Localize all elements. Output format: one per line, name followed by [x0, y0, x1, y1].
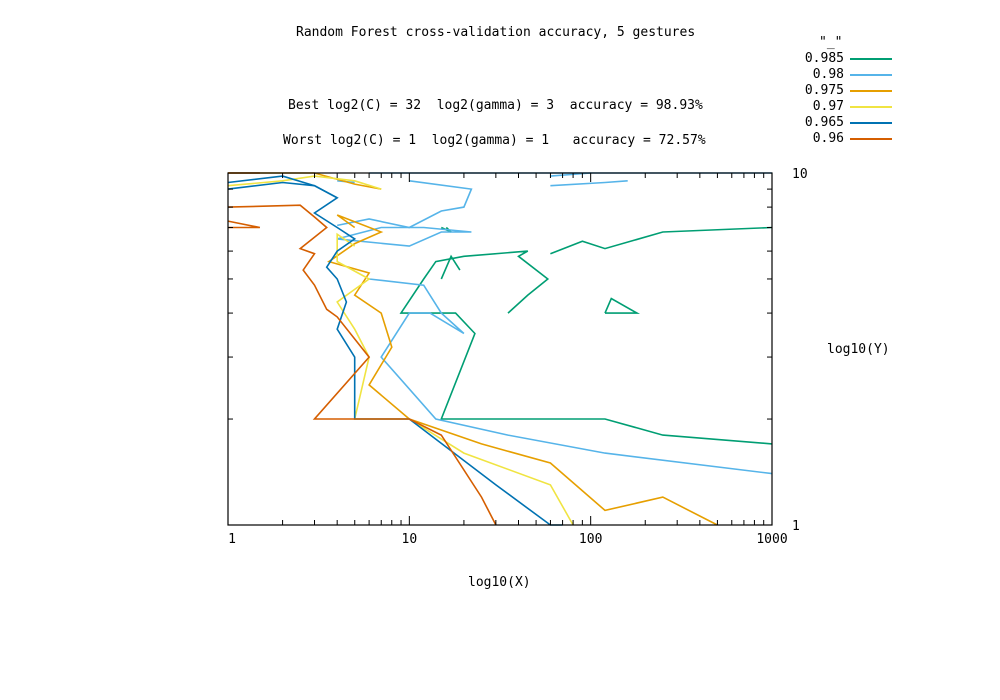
contour-line-0-985-3	[440, 254, 461, 280]
legend-swatch	[850, 106, 892, 108]
contour-line-0-97-1	[336, 232, 574, 526]
x-tick-label: 10	[402, 532, 418, 547]
contour-line-0-98-3	[337, 180, 473, 229]
contour-line-0-98-4	[369, 278, 773, 475]
contour-line-0-965-1	[227, 181, 563, 526]
contour-line-0-98-5	[550, 181, 606, 187]
legend-swatch	[850, 74, 892, 76]
x-tick-label: 100	[579, 532, 602, 547]
x-tick-label: 1	[228, 532, 236, 547]
worst-annotation: Worst log2(C) = 1 log2(gamma) = 1 accura…	[283, 133, 706, 148]
legend-entry: 0.98	[790, 67, 900, 83]
best-annotation: Best log2(C) = 32 log2(gamma) = 3 accura…	[288, 98, 703, 113]
x-tick-label: 1000	[756, 532, 787, 547]
legend-entry: 0.96	[790, 131, 900, 147]
axes: 1 10 100 1000 1 10	[227, 167, 808, 547]
legend-entry: 0.965	[790, 115, 900, 131]
contour-line-0-985-1	[604, 297, 641, 314]
legend-label: 0.975	[804, 83, 844, 98]
legend-entry: 0.985	[790, 51, 900, 67]
legend-swatch	[850, 138, 892, 140]
contour-line-0-96-1	[227, 204, 497, 526]
legend-label: 0.98	[812, 67, 844, 82]
contour-line-0-96-2	[227, 220, 261, 229]
legend-swatch	[850, 90, 892, 92]
contour-lines	[227, 172, 773, 526]
contour-line-0-98-2	[336, 226, 472, 247]
legend-title: "_"	[819, 35, 843, 50]
legend-entry: 0.975	[790, 83, 900, 99]
x-axis-label: log10(X)	[468, 575, 531, 590]
y-tick-label: 10	[792, 167, 808, 182]
legend-label: 0.985	[804, 51, 844, 66]
legend-swatch	[850, 58, 892, 60]
legend-entry: 0.97	[790, 99, 900, 115]
contour-line-0-975-1	[327, 214, 718, 526]
contour-line-0-985-2	[550, 226, 773, 255]
contour-line-0-985-0	[399, 250, 773, 445]
legend-label: 0.96	[812, 131, 844, 146]
y-tick-label: 1	[792, 519, 800, 534]
y-axis-label: log10(Y)	[827, 342, 890, 357]
contour-line-0-98-7	[604, 180, 628, 184]
legend-swatch	[850, 122, 892, 124]
chart-title: Random Forest cross-validation accuracy,…	[296, 25, 696, 40]
legend-label: 0.965	[804, 115, 844, 130]
legend-label: 0.97	[812, 99, 844, 114]
plot-frame	[227, 172, 773, 526]
